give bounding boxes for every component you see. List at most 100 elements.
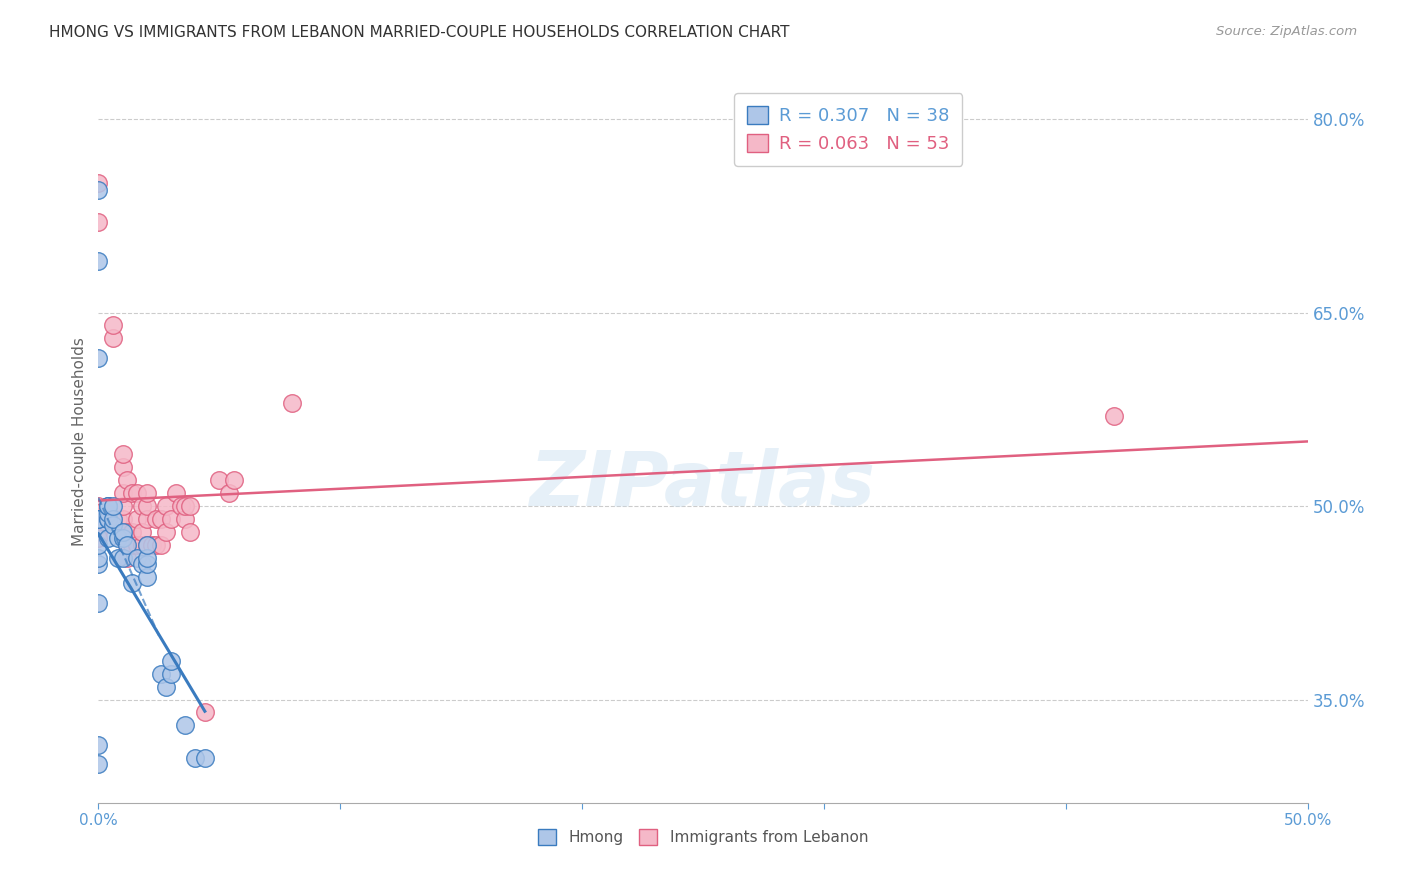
Point bbox=[97, 499, 120, 513]
Point bbox=[87, 177, 110, 191]
Point bbox=[145, 538, 167, 552]
Point bbox=[169, 499, 191, 513]
Point bbox=[174, 718, 197, 732]
Point bbox=[87, 506, 110, 520]
Point bbox=[97, 512, 120, 526]
Y-axis label: Married-couple Households: Married-couple Households bbox=[72, 337, 87, 546]
Point bbox=[179, 499, 201, 513]
Point bbox=[131, 538, 153, 552]
Point bbox=[208, 473, 231, 487]
Point bbox=[87, 512, 110, 526]
Point bbox=[135, 550, 157, 565]
Point bbox=[117, 538, 139, 552]
Point bbox=[281, 396, 304, 410]
Point bbox=[87, 757, 110, 772]
Point bbox=[117, 473, 139, 487]
Point bbox=[101, 318, 124, 333]
Point bbox=[87, 351, 110, 365]
Point bbox=[160, 666, 183, 681]
Point bbox=[165, 486, 187, 500]
Point bbox=[111, 512, 134, 526]
Point bbox=[111, 524, 134, 539]
Point bbox=[107, 550, 129, 565]
Point bbox=[150, 538, 173, 552]
Point bbox=[135, 557, 157, 571]
Point bbox=[150, 666, 173, 681]
Text: ZIPatlas: ZIPatlas bbox=[530, 448, 876, 522]
Point bbox=[174, 499, 197, 513]
Point bbox=[155, 524, 177, 539]
Point bbox=[111, 447, 134, 461]
Point bbox=[135, 512, 157, 526]
Point bbox=[97, 499, 120, 513]
Point bbox=[101, 512, 124, 526]
Point bbox=[87, 738, 110, 752]
Point bbox=[131, 499, 153, 513]
Point bbox=[101, 331, 124, 345]
Point bbox=[107, 531, 129, 545]
Text: HMONG VS IMMIGRANTS FROM LEBANON MARRIED-COUPLE HOUSEHOLDS CORRELATION CHART: HMONG VS IMMIGRANTS FROM LEBANON MARRIED… bbox=[49, 25, 790, 40]
Point bbox=[222, 473, 245, 487]
Point bbox=[87, 531, 110, 545]
Point bbox=[218, 486, 240, 500]
Point bbox=[107, 512, 129, 526]
Point bbox=[97, 506, 120, 520]
Point bbox=[135, 486, 157, 500]
Point bbox=[155, 499, 177, 513]
Point bbox=[97, 512, 120, 526]
Point bbox=[97, 499, 120, 513]
Point bbox=[121, 524, 143, 539]
Point bbox=[179, 524, 201, 539]
Point bbox=[97, 531, 120, 545]
Point bbox=[127, 538, 149, 552]
Point bbox=[87, 499, 110, 513]
Point bbox=[87, 596, 110, 610]
Point bbox=[97, 512, 120, 526]
Text: Source: ZipAtlas.com: Source: ZipAtlas.com bbox=[1216, 25, 1357, 38]
Point bbox=[194, 750, 217, 764]
Point bbox=[174, 512, 197, 526]
Point bbox=[117, 524, 139, 539]
Point bbox=[127, 550, 149, 565]
Point bbox=[135, 538, 157, 552]
Point bbox=[87, 512, 110, 526]
Point bbox=[135, 570, 157, 584]
Point bbox=[117, 538, 139, 552]
Point bbox=[87, 512, 110, 526]
Legend: Hmong, Immigrants from Lebanon: Hmong, Immigrants from Lebanon bbox=[530, 822, 876, 853]
Point bbox=[155, 680, 177, 694]
Point bbox=[111, 531, 134, 545]
Point bbox=[1102, 409, 1125, 423]
Point bbox=[87, 183, 110, 197]
Point bbox=[131, 557, 153, 571]
Point bbox=[87, 524, 110, 539]
Point bbox=[111, 550, 134, 565]
Point bbox=[131, 524, 153, 539]
Point bbox=[117, 550, 139, 565]
Point bbox=[101, 499, 124, 513]
Point bbox=[87, 550, 110, 565]
Point bbox=[121, 538, 143, 552]
Point bbox=[121, 576, 143, 591]
Point bbox=[160, 654, 183, 668]
Point bbox=[111, 499, 134, 513]
Point bbox=[160, 512, 183, 526]
Point bbox=[127, 486, 149, 500]
Point bbox=[87, 518, 110, 533]
Point bbox=[111, 460, 134, 475]
Point bbox=[127, 512, 149, 526]
Point bbox=[135, 538, 157, 552]
Point bbox=[87, 557, 110, 571]
Point bbox=[111, 524, 134, 539]
Point bbox=[141, 538, 163, 552]
Point bbox=[111, 486, 134, 500]
Point bbox=[87, 538, 110, 552]
Point bbox=[184, 750, 207, 764]
Point bbox=[121, 486, 143, 500]
Point bbox=[101, 518, 124, 533]
Point bbox=[135, 499, 157, 513]
Point bbox=[150, 512, 173, 526]
Point bbox=[145, 512, 167, 526]
Point bbox=[194, 706, 217, 720]
Point bbox=[87, 215, 110, 229]
